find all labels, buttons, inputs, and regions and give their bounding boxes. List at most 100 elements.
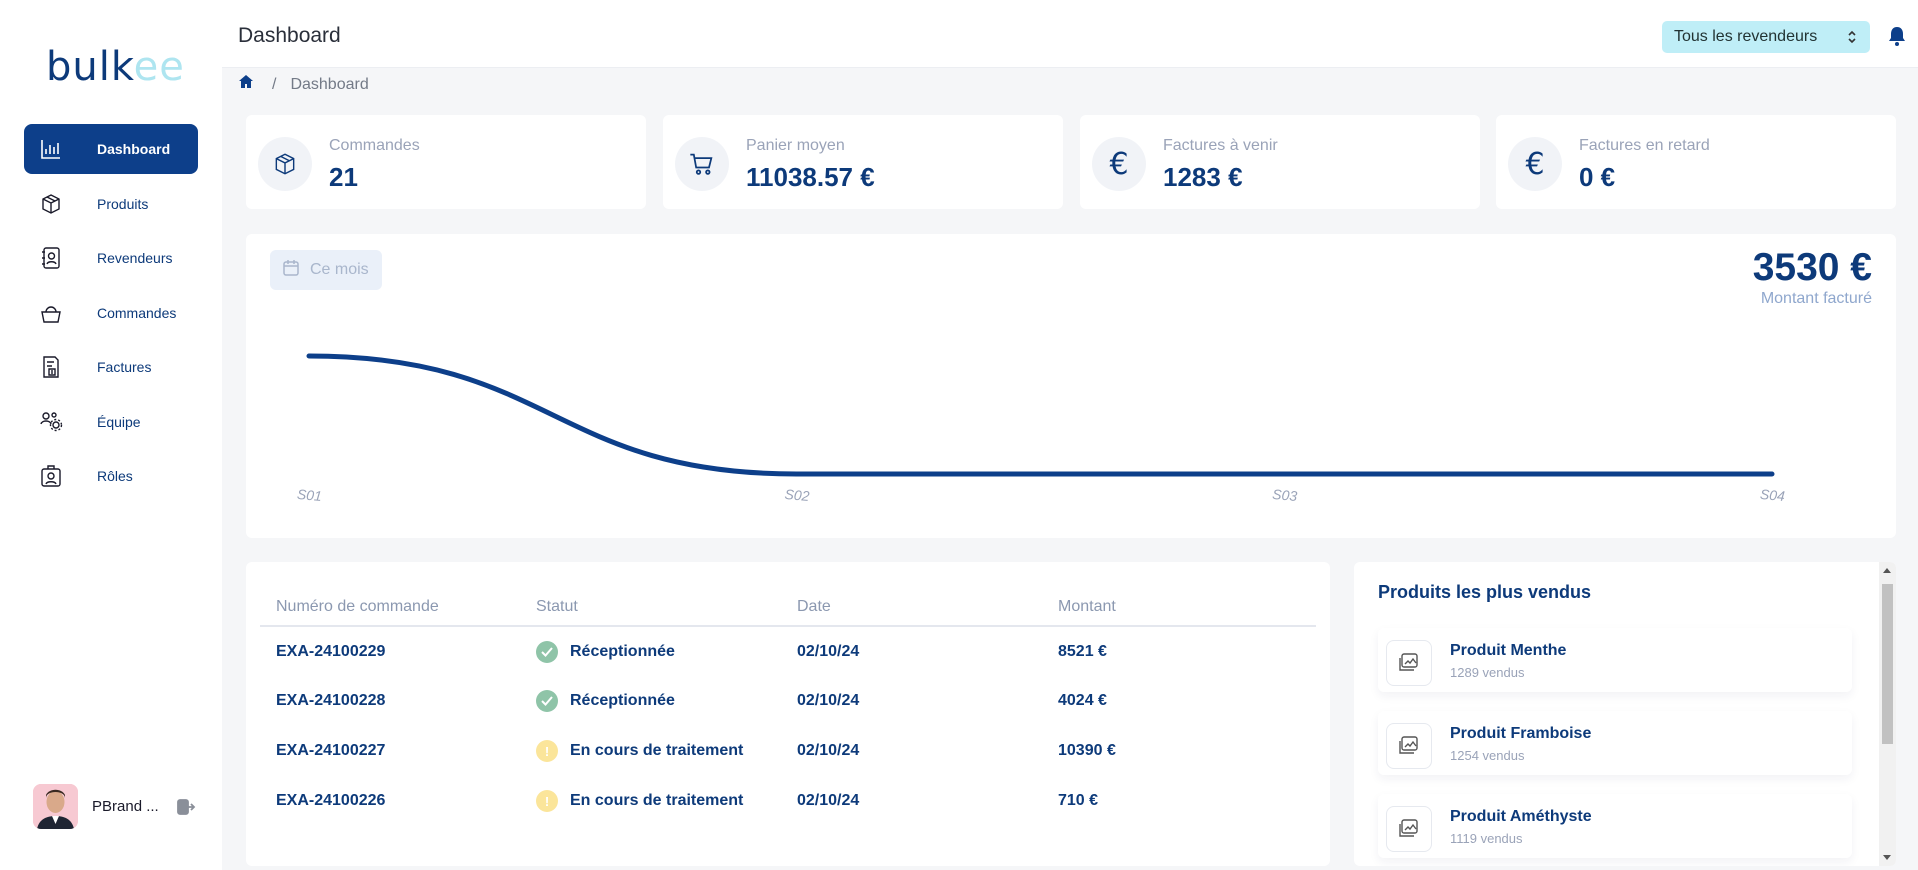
order-date: 02/10/24 <box>797 692 860 709</box>
revenue-total-label: Montant facturé <box>1760 290 1872 307</box>
order-status-label: En cours de traitement <box>570 742 744 759</box>
order-status: Réceptionnée <box>536 640 781 663</box>
sidebar-item-dashboard[interactable]: Dashboard <box>24 124 198 174</box>
orders-table: Numéro de commande Statut Date Montant E… <box>260 588 1316 826</box>
reseller-select[interactable]: Tous les revendeurs <box>1662 21 1870 53</box>
invoice-icon <box>38 354 64 380</box>
team-icon <box>38 409 64 435</box>
scroll-up-arrow-icon[interactable] <box>1883 568 1891 573</box>
reseller-select-value: Tous les revendeurs <box>1674 28 1818 45</box>
stat-card-basket: Panier moyen 11038.57 € <box>663 115 1063 209</box>
order-amount: 710 € <box>1058 792 1099 809</box>
logout-icon[interactable] <box>176 797 196 817</box>
stat-value: 11038.57 € <box>746 162 875 192</box>
order-status-label: Réceptionnée <box>570 642 675 660</box>
scrollbar[interactable] <box>1879 562 1896 866</box>
home-icon[interactable] <box>238 74 254 95</box>
sidebar-item-roles[interactable]: Rôles <box>24 451 198 501</box>
stat-label: Panier moyen <box>746 137 845 154</box>
chevron-up-down-icon <box>1846 29 1858 50</box>
product-sold-count: 1289 vendus <box>1450 665 1525 680</box>
list-item[interactable]: Produit Framboise 1254 vendus <box>1378 711 1852 775</box>
column-header-status: Statut <box>520 588 781 627</box>
breadcrumb-separator: / <box>272 75 277 93</box>
order-status: ! En cours de traitement <box>536 740 781 762</box>
user-name: PBrand ... <box>92 798 159 815</box>
revenue-chart-panel: Ce mois 3530 € Montant facturé S01 S02 S03… <box>246 234 1896 538</box>
table-row[interactable]: EXA-24100227 ! En cours de traitement 02… <box>260 726 1316 776</box>
app-logo[interactable]: bulkee <box>46 44 185 90</box>
order-number[interactable]: EXA-24100227 <box>276 742 386 759</box>
revenue-total: 3530 € Montant facturé <box>1753 246 1872 308</box>
bell-icon[interactable] <box>1888 26 1906 51</box>
stat-value: 1283 € <box>1163 162 1243 192</box>
x-tick-label: S01 <box>296 486 322 504</box>
column-header-number: Numéro de commande <box>260 588 520 627</box>
order-amount: 10390 € <box>1058 742 1116 759</box>
basket-icon <box>38 300 64 326</box>
sidebar-item-produits[interactable]: Produits <box>24 179 198 229</box>
stat-label: Factures en retard <box>1579 137 1710 154</box>
column-header-amount: Montant <box>1042 588 1316 627</box>
sidebar-item-revendeurs[interactable]: Revendeurs <box>24 233 198 283</box>
order-date: 02/10/24 <box>797 642 860 660</box>
list-item[interactable]: Produit Menthe 1289 vendus <box>1378 628 1852 692</box>
table-header-row: Numéro de commande Statut Date Montant <box>260 588 1316 627</box>
sidebar-nav: Dashboard Produits Revendeurs Commandes … <box>24 124 198 506</box>
bar-chart-icon <box>38 136 64 162</box>
sidebar-item-label: Rôles <box>97 468 133 484</box>
product-name: Produit Menthe <box>1450 642 1567 659</box>
sidebar-item-factures[interactable]: Factures <box>24 342 198 392</box>
chart-series-line <box>306 353 1775 477</box>
order-number[interactable]: EXA-24100228 <box>276 692 386 709</box>
top-products-panel: Produits les plus vendus Produit Menthe … <box>1354 562 1896 866</box>
stat-card-late-invoices: € Factures en retard 0 € <box>1496 115 1896 209</box>
box-icon <box>38 191 64 217</box>
order-amount: 4024 € <box>1058 692 1107 709</box>
scrollbar-thumb[interactable] <box>1882 584 1893 744</box>
stat-label: Commandes <box>329 137 420 154</box>
table-row[interactable]: EXA-24100229 Réceptionnée 02/10/24 8521 … <box>260 626 1316 676</box>
product-sold-count: 1119 vendus <box>1450 831 1523 846</box>
stat-card-upcoming-invoices: € Factures à venir 1283 € <box>1080 115 1480 209</box>
order-date: 02/10/24 <box>797 792 860 809</box>
order-amount: 8521 € <box>1058 642 1107 660</box>
exclamation-circle-icon: ! <box>536 790 558 812</box>
scroll-down-arrow-icon[interactable] <box>1883 855 1891 860</box>
stat-card-orders: Commandes 21 <box>246 115 646 209</box>
order-status-label: Réceptionnée <box>570 692 675 709</box>
product-sold-count: 1254 vendus <box>1450 748 1525 763</box>
sidebar-item-commandes[interactable]: Commandes <box>24 288 198 338</box>
calendar-icon <box>282 259 300 282</box>
product-name: Produit Améthyste <box>1450 808 1592 825</box>
revenue-total-value: 3530 € <box>1752 246 1872 289</box>
exclamation-circle-icon: ! <box>536 740 558 762</box>
sidebar-item-label: Dashboard <box>97 141 171 157</box>
order-number[interactable]: EXA-24100229 <box>276 642 386 660</box>
revenue-line-chart: S01 S02 S03 S04 <box>296 353 1786 504</box>
period-select[interactable]: Ce mois <box>270 250 382 290</box>
order-status: ! En cours de traitement <box>536 790 781 812</box>
stat-value: 0 € <box>1579 162 1616 192</box>
sidebar-item-label: Revendeurs <box>97 250 173 266</box>
box-icon <box>258 137 312 191</box>
check-circle-icon <box>536 690 558 712</box>
euro-icon: € <box>1092 137 1146 191</box>
period-label: Ce mois <box>310 261 369 278</box>
product-name: Produit Framboise <box>1450 725 1592 742</box>
product-image-placeholder-icon <box>1386 806 1432 852</box>
contact-book-icon <box>38 245 64 271</box>
user-profile[interactable]: PBrand ... <box>33 784 196 829</box>
x-tick-label: S02 <box>784 486 810 504</box>
table-row[interactable]: EXA-24100228 Réceptionnée 02/10/24 4024 … <box>260 676 1316 726</box>
sidebar-item-equipe[interactable]: Équipe <box>24 397 198 447</box>
recent-orders-panel: Numéro de commande Statut Date Montant E… <box>246 562 1330 866</box>
avatar[interactable] <box>33 784 78 829</box>
top-products-title: Produits les plus vendus <box>1378 582 1592 602</box>
top-header: Dashboard Tous les revendeurs <box>222 0 1918 68</box>
stat-label: Factures à venir <box>1163 137 1278 154</box>
table-row[interactable]: EXA-24100226 ! En cours de traitement 02… <box>260 776 1316 826</box>
order-number[interactable]: EXA-24100226 <box>276 792 386 809</box>
cart-icon <box>675 137 729 191</box>
list-item[interactable]: Produit Améthyste 1119 vendus <box>1378 794 1852 858</box>
